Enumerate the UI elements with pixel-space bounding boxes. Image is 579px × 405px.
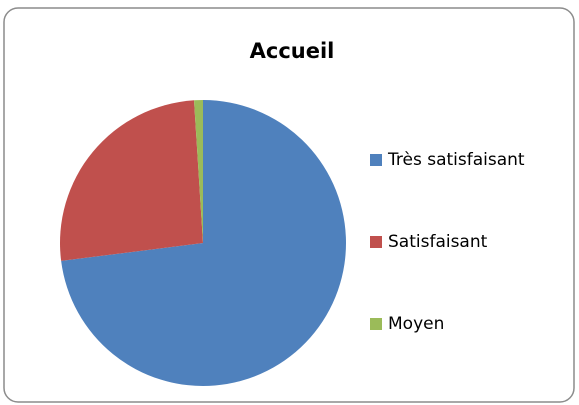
legend-label: Très satisfaisant bbox=[387, 150, 525, 170]
legend-swatch bbox=[370, 318, 382, 330]
legend-swatch bbox=[370, 236, 382, 248]
pie-slice bbox=[59, 100, 203, 261]
legend-label: Moyen bbox=[388, 314, 444, 334]
pie-slice bbox=[61, 100, 347, 386]
legend-label: Satisfaisant bbox=[388, 232, 488, 252]
chart-title: Accueil bbox=[250, 39, 335, 63]
pie-slice bbox=[194, 100, 203, 243]
legend-swatch bbox=[370, 154, 382, 166]
